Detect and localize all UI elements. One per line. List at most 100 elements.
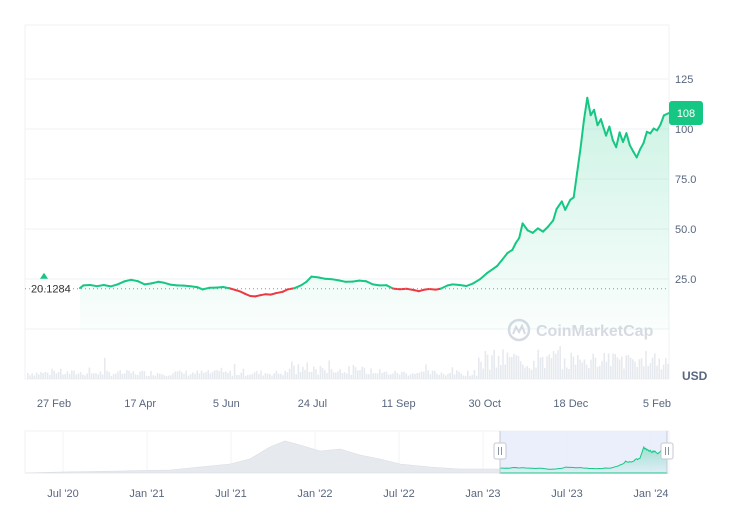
volume-bar: [99, 371, 102, 379]
price-line-segment: [608, 125, 614, 142]
volume-bar: [464, 375, 467, 379]
volume-bar: [346, 373, 348, 379]
price-line-segment: [428, 288, 437, 291]
volume-bar: [176, 371, 179, 379]
volume-bar: [440, 372, 443, 379]
volume-bar: [156, 373, 159, 379]
volume-bar: [482, 368, 484, 379]
volume-bar: [269, 374, 271, 379]
volume-bar: [638, 359, 641, 379]
volume-bar: [348, 366, 350, 379]
price-line-segment: [182, 284, 192, 288]
volume-bar: [403, 371, 405, 379]
volume-bar: [110, 375, 113, 379]
volume-bar: [570, 352, 572, 379]
volume-bar: [394, 370, 396, 379]
navigator-left-handle-body[interactable]: [493, 442, 507, 460]
volume-bar: [266, 373, 269, 379]
volume-bar: [350, 374, 352, 379]
volume-bar: [299, 371, 302, 379]
volume-bar: [654, 353, 656, 379]
volume-bar: [141, 370, 143, 379]
volume-bar: [211, 371, 214, 379]
volume-bar: [310, 371, 313, 379]
volume-bar: [317, 374, 319, 379]
volume-bar: [592, 353, 594, 379]
volume-bar: [308, 371, 311, 379]
x-tick-label-0: 27 Feb: [37, 398, 71, 410]
reference-start-marker: [40, 272, 48, 279]
volume-bar: [302, 366, 304, 379]
volume-bar: [339, 369, 341, 379]
volume-bar: [429, 374, 432, 379]
range-navigator[interactable]: [24, 430, 674, 474]
volume-bar: [132, 371, 135, 379]
volume-bar: [533, 360, 535, 379]
volume-bar: [71, 370, 73, 379]
volume-bar: [502, 349, 504, 379]
volume-bar: [119, 370, 121, 379]
volume-bar: [436, 373, 438, 379]
volume-bar: [319, 365, 322, 379]
price-line-segment: [642, 130, 648, 145]
price-line-segment: [618, 131, 624, 143]
volume-bar: [62, 374, 64, 379]
volume-bars: [27, 346, 669, 379]
volume-bar: [90, 373, 93, 379]
volume-bar: [513, 353, 515, 379]
volume-bar: [605, 361, 608, 379]
price-line-segment: [555, 200, 563, 210]
price-line-segment: [576, 147, 582, 174]
volume-bar: [231, 375, 234, 379]
navigator-right-handle[interactable]: [660, 442, 674, 460]
volume-bar: [104, 357, 106, 379]
volume-bar: [337, 371, 339, 379]
price-line-segment: [310, 275, 320, 279]
price-line-segment: [472, 278, 481, 285]
volume-bar: [60, 368, 62, 379]
volume-bar: [170, 375, 172, 379]
volume-bar: [185, 370, 187, 379]
volume-bar: [233, 363, 236, 379]
volume-bar: [449, 372, 451, 379]
volume-bar: [51, 368, 53, 379]
volume-bar: [253, 372, 256, 379]
volume-bar: [515, 355, 517, 379]
price-line-segment: [552, 208, 558, 222]
volume-bar: [291, 361, 293, 379]
price-line-segment: [506, 248, 514, 255]
navigator-left-handle[interactable]: [493, 442, 507, 460]
volume-bar: [363, 367, 366, 379]
volume-bar: [431, 370, 434, 379]
volume-bar: [458, 371, 460, 379]
currency-label: USD: [682, 369, 708, 383]
volume-bar: [209, 373, 212, 379]
volume-bar: [75, 374, 77, 379]
volume-bar: [357, 370, 359, 379]
navigator-label-5: Jan '23: [465, 488, 500, 500]
volume-bar: [387, 374, 390, 379]
price-line-segment: [109, 283, 119, 288]
volume-bar: [187, 375, 190, 379]
volume-bar: [297, 364, 300, 379]
volume-bar: [418, 372, 421, 379]
volume-bar: [385, 371, 388, 379]
volume-bar: [148, 375, 150, 379]
volume-bar: [640, 358, 643, 379]
price-line-segment: [599, 118, 607, 137]
volume-bar: [229, 370, 231, 379]
x-tick-label-5: 30 Oct: [469, 398, 501, 410]
volume-bar: [273, 373, 275, 379]
navigator-right-handle-body[interactable]: [660, 442, 674, 460]
volume-bar: [489, 369, 491, 379]
volume-bar: [401, 371, 403, 379]
volume-bar: [623, 368, 625, 379]
price-line-segment: [405, 287, 415, 291]
volume-bar: [222, 372, 225, 379]
volume-bar: [392, 373, 394, 379]
price-line-segment: [521, 222, 529, 232]
volume-bar: [601, 360, 603, 379]
volume-bar: [427, 370, 429, 379]
volume-bar: [227, 372, 229, 379]
y-axis: 25.0 50.0 75.0 100 125: [675, 74, 696, 286]
